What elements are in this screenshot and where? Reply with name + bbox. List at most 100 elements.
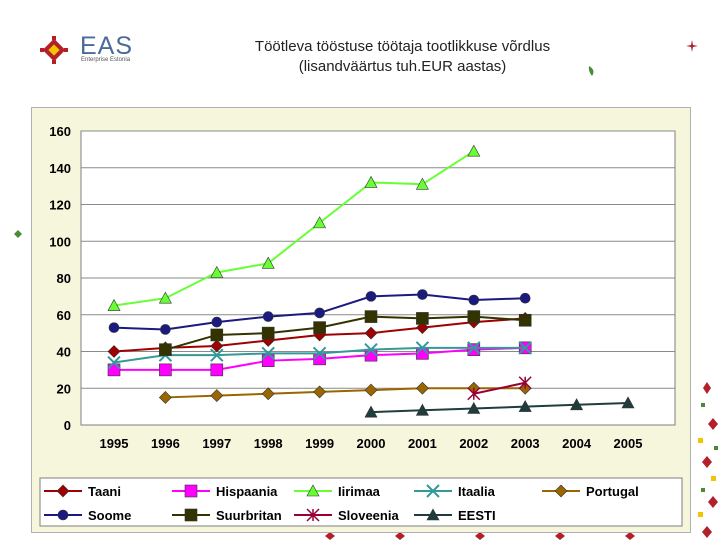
series-line (113, 150, 475, 307)
legend-item: Suurbritan (172, 508, 282, 523)
data-point (519, 292, 531, 304)
data-point (211, 316, 223, 328)
legend-label: Iirimaa (338, 484, 381, 499)
data-point (468, 294, 480, 306)
y-tick-label: 40 (57, 345, 71, 360)
x-tick-label: 1999 (305, 436, 334, 451)
data-point (107, 355, 121, 370)
x-tick-label: 1997 (202, 436, 231, 451)
slide-title: Töötleva tööstuse töötaja tootlikkuse võ… (254, 38, 551, 55)
series-line (473, 381, 526, 395)
eas-logo-ornament-icon (40, 36, 68, 64)
data-point (416, 312, 429, 325)
legend-marker (306, 508, 320, 522)
legend-marker (184, 484, 198, 498)
data-point (415, 381, 429, 395)
legend-marker (184, 508, 198, 522)
logo-text: EAS (80, 32, 134, 60)
data-point (312, 346, 327, 361)
x-tick-label: 2003 (511, 436, 540, 451)
series-suurbritan (159, 310, 532, 356)
data-point (570, 398, 584, 411)
data-point (313, 385, 327, 399)
data-point (365, 291, 377, 302)
series-line (165, 315, 526, 351)
series-eesti (364, 396, 635, 418)
data-point (313, 216, 327, 229)
x-tick-label: 2000 (357, 436, 386, 451)
legend-item: Itaalia (414, 484, 496, 499)
legend-item: Sloveenia (294, 508, 399, 523)
x-tick-label: 2004 (562, 436, 592, 451)
slide-subtitle: (lisandväärtus tuh.EUR aastas) (298, 58, 507, 75)
data-point (314, 307, 325, 319)
y-tick-label: 140 (49, 161, 71, 176)
x-tick-label: 2001 (408, 436, 437, 451)
ornament-pattern-icon (698, 382, 718, 538)
series-line (165, 387, 526, 399)
y-tick-label: 60 (57, 308, 71, 323)
x-tick-label: 1998 (254, 436, 283, 451)
data-point (518, 376, 532, 390)
legend-label: Itaalia (458, 484, 496, 499)
data-point (364, 175, 378, 188)
legend: Taani Hispaania Iirimaa Itaalia Portugal Soom… (39, 477, 683, 527)
productivity-line-chart: 0 20 40 60 80 100 120 140 160 1995 1996 1997 1998 199… (39, 124, 683, 527)
data-point (417, 289, 428, 300)
legend-marker (554, 484, 568, 498)
ornament-bottom-icon (325, 532, 635, 540)
legend-box (39, 477, 683, 527)
legend-item: Iirimaa (294, 484, 381, 499)
data-point (210, 389, 224, 403)
series-line (370, 401, 629, 414)
data-point (364, 310, 378, 323)
data-point (518, 341, 532, 355)
legend-marker (57, 509, 69, 521)
chart-frame: 0 20 40 60 80 100 120 140 160 1995 1996 1997 1998 199… (31, 107, 691, 533)
data-point (364, 383, 378, 397)
legend-item: Hispaania (172, 484, 278, 499)
data-point (108, 322, 120, 333)
data-point (261, 387, 275, 401)
data-point (415, 403, 429, 416)
y-tick-label: 100 (49, 234, 71, 249)
data-point (262, 311, 274, 322)
data-point (210, 339, 224, 353)
legend-marker (426, 484, 440, 498)
legend-label: Taani (88, 484, 121, 499)
y-tick-label: 20 (57, 381, 71, 396)
data-point (107, 345, 121, 358)
ornament-star-icon (686, 40, 698, 52)
series-itaalia (107, 341, 532, 370)
ornament-leaf-icon (588, 66, 594, 76)
data-point (210, 265, 224, 278)
data-point (364, 405, 378, 418)
legend-label: Portugal (586, 484, 639, 499)
data-point (210, 363, 224, 377)
data-point (518, 313, 532, 327)
data-point (160, 324, 171, 335)
data-point (467, 343, 481, 356)
data-point (210, 328, 224, 342)
data-point (467, 401, 481, 414)
data-point (261, 256, 275, 269)
legend-label: Sloveenia (338, 508, 399, 523)
series-sloveenia (467, 376, 532, 401)
legend-label: Suurbritan (216, 508, 282, 523)
data-point (364, 326, 378, 340)
data-point (467, 310, 481, 323)
x-tick-label: 2005 (614, 436, 643, 451)
legend-label: EESTI (458, 508, 496, 523)
data-point (210, 348, 224, 362)
data-point (518, 399, 532, 412)
x-tick-label: 1996 (151, 436, 180, 451)
data-point (467, 387, 481, 401)
data-point (159, 343, 172, 356)
series-iirimaa (107, 144, 481, 311)
legend-item: Soome (44, 508, 131, 523)
data-point (158, 291, 172, 304)
data-point (159, 363, 172, 377)
data-point (621, 396, 635, 409)
x-tick-label: 1995 (100, 436, 129, 451)
legend-marker (426, 508, 440, 521)
